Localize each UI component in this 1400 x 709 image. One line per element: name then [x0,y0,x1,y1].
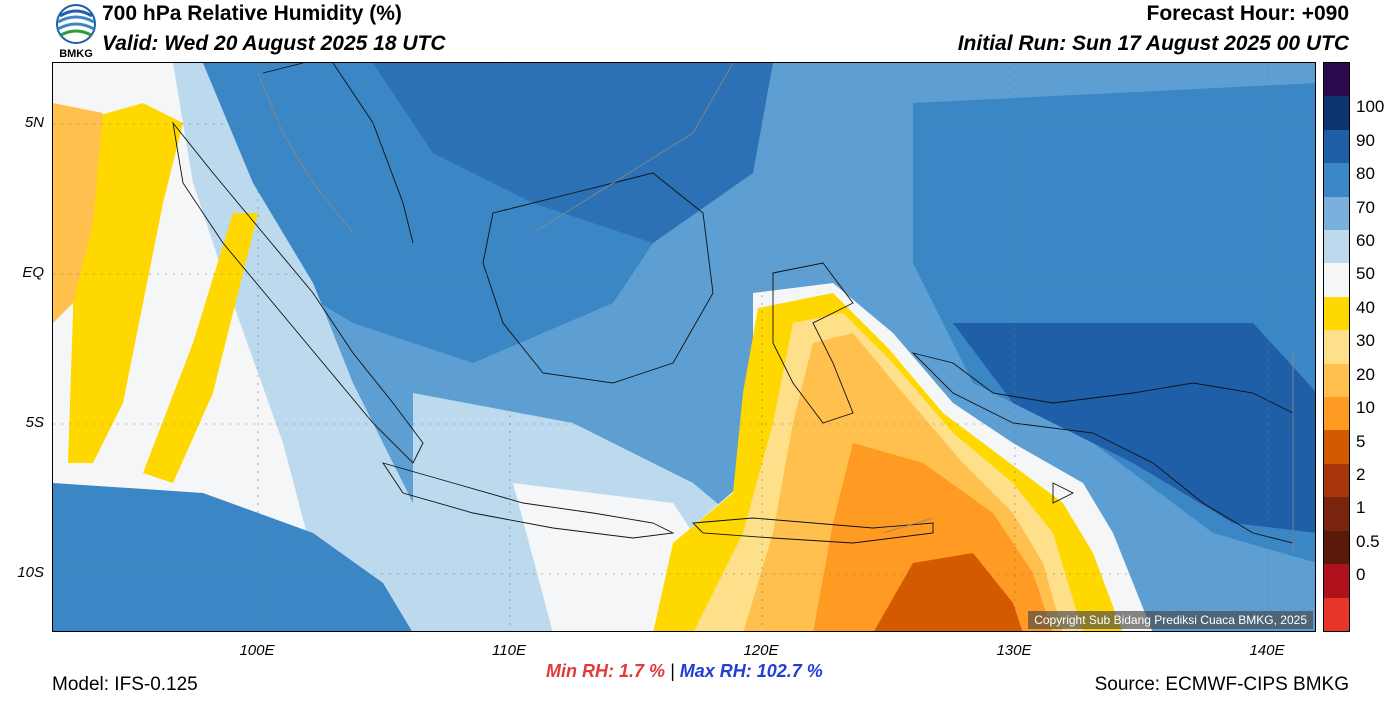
colorbar-label: 80 [1356,164,1375,184]
colorbar-segment [1324,463,1349,498]
max-rh: Max RH: 102.7 % [679,661,823,681]
lon-label-100e: 100E [239,642,275,659]
colorbar-label: 60 [1356,231,1375,251]
colorbar-label: 40 [1356,297,1375,317]
colorbar-segment [1324,397,1349,431]
lat-label-5s: 5S [25,414,44,431]
map-title: 700 hPa Relative Humidity (%) [102,2,402,25]
lat-label-5n: 5N [24,114,44,131]
lat-label-eq: EQ [22,264,44,281]
initial-run: Initial Run: Sun 17 August 2025 00 UTC [957,32,1349,55]
lon-label-110e: 110E [492,642,526,659]
colorbar-segment [1324,530,1349,565]
colorbar-label: 5 [1356,431,1366,451]
source-label: Source: ECMWF-CIPS BMKG [1094,674,1349,695]
model-label: Model: IFS-0.125 [52,674,198,695]
colorbar-segment [1324,96,1349,130]
colorbar-segment [1324,497,1349,531]
colorbar-segment [1324,430,1349,464]
colorbar-segment [1324,363,1349,398]
colorbar-label: 30 [1356,331,1375,351]
colorbar-segment [1324,129,1349,164]
bmkg-logo [52,2,100,60]
colorbar-label: 90 [1356,130,1375,150]
colorbar-label: 1 [1356,498,1366,518]
colorbar-label: 100 [1356,97,1385,117]
colorbar-segment [1324,163,1349,197]
colorbar-label: 2 [1356,464,1366,484]
copyright-label: Copyright Sub Bidang Prediksi Cuaca BMKG… [1028,611,1313,629]
lon-label-140e: 140E [1249,642,1285,659]
colorbar-segment [1324,196,1349,231]
colorbar-label: 0.5 [1356,531,1380,551]
colorbar-label: 70 [1356,197,1375,217]
valid-time: Valid: Wed 20 August 2025 18 UTC [102,32,446,55]
stats-separator: | [670,661,675,681]
colorbar-label: 10 [1356,398,1375,418]
lon-label-120e: 120E [743,642,779,659]
colorbar [1323,62,1350,632]
lon-label-130e: 130E [996,642,1032,659]
colorbar-segment [1324,564,1349,598]
colorbar-segment [1324,230,1349,264]
colorbar-segment [1324,263,1349,297]
colorbar-segment [1324,63,1349,97]
rh-stats: Min RH: 1.7 % | Max RH: 102.7 % [546,661,823,682]
colorbar-segment [1324,296,1349,331]
lat-label-10s: 10S [17,564,44,581]
forecast-hour: Forecast Hour: +090 [1146,2,1350,25]
humidity-map: Copyright Sub Bidang Prediksi Cuaca BMKG… [52,62,1316,632]
colorbar-label: 20 [1356,364,1375,384]
logo-text: BMKG [59,48,93,60]
colorbar-segment [1324,597,1349,631]
min-rh: Min RH: 1.7 % [546,661,666,681]
colorbar-label: 50 [1356,264,1375,284]
colorbar-label: 0 [1356,565,1366,585]
colorbar-segment [1324,330,1349,364]
